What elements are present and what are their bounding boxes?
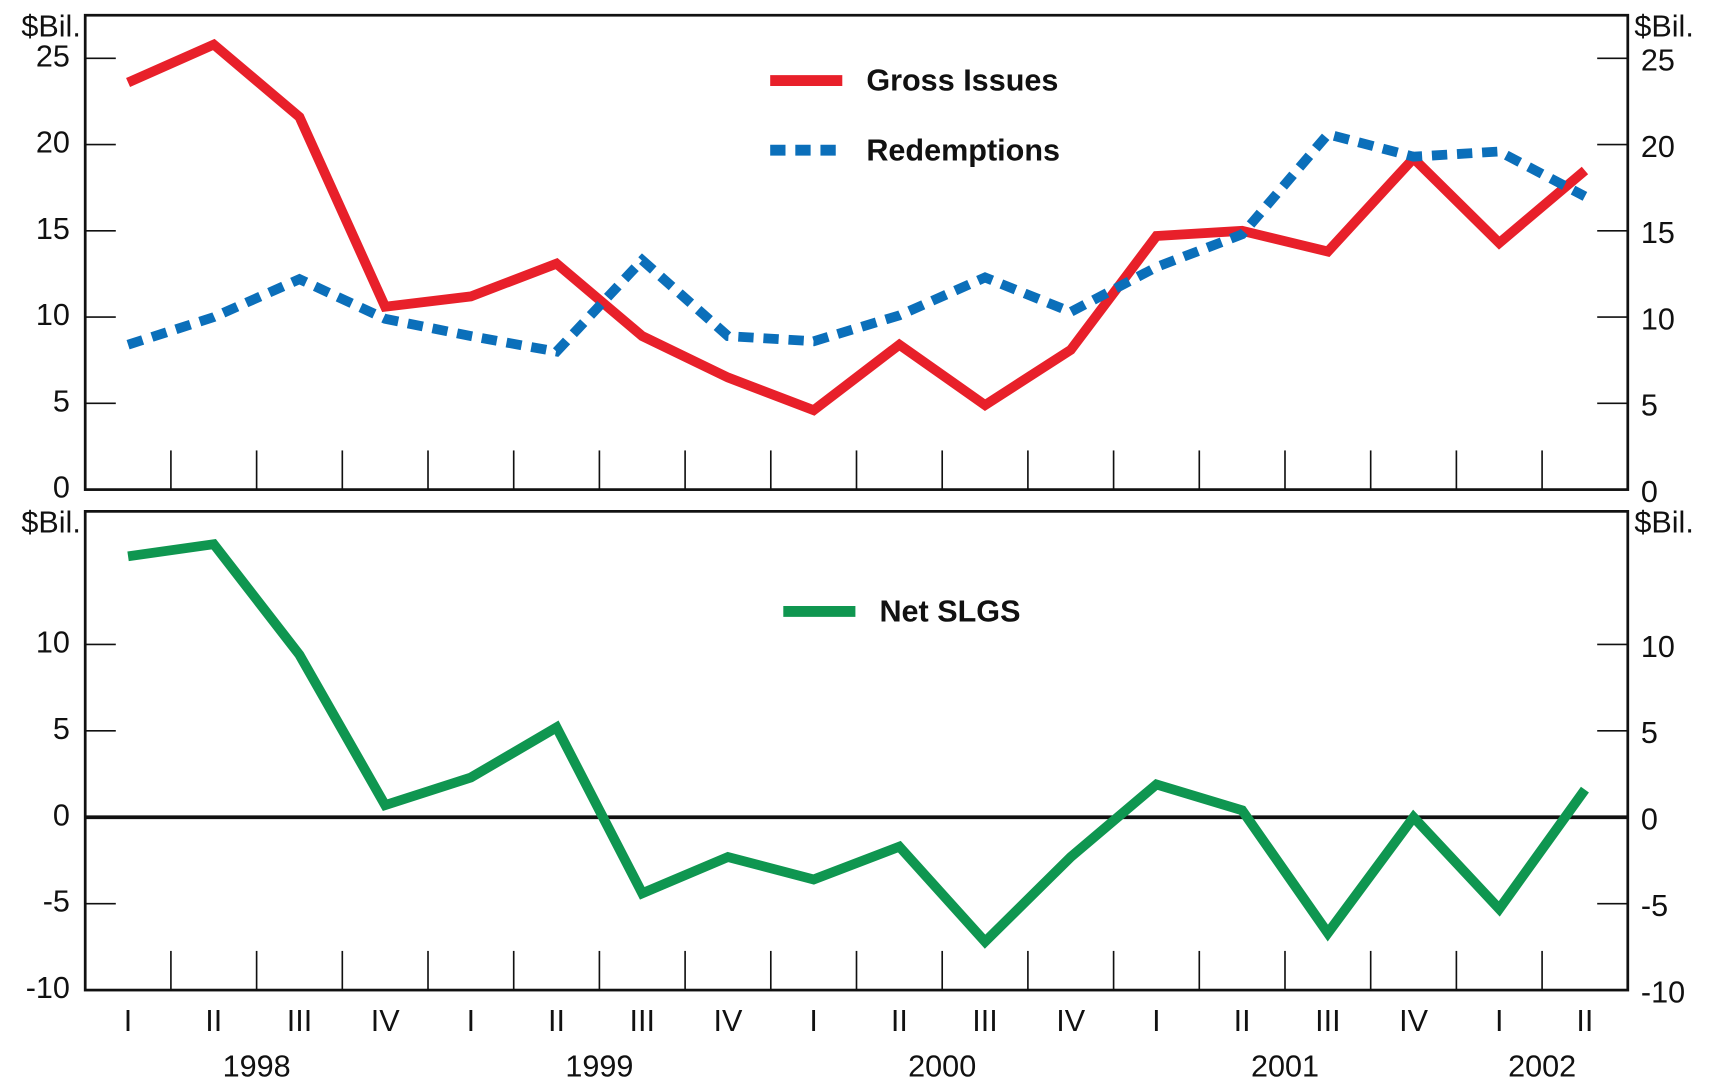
- y-tick-label: -10: [26, 971, 70, 1005]
- x-tick-label: III: [287, 1004, 312, 1038]
- year-label: 2001: [1251, 1050, 1319, 1084]
- y-tick-label: 25: [36, 39, 70, 73]
- x-tick-label: I: [809, 1004, 818, 1038]
- y-tick-label-right: 10: [1641, 303, 1675, 337]
- x-tick-label: II: [891, 1004, 908, 1038]
- y-tick-label-right: -5: [1641, 889, 1668, 923]
- legend-label: Redemptions: [866, 133, 1060, 167]
- year-label: 2000: [908, 1050, 976, 1084]
- plot-frame: [83, 510, 1630, 992]
- x-tick-label: III: [630, 1004, 655, 1038]
- x-tick-label: III: [972, 1004, 997, 1038]
- year-label: 1999: [565, 1050, 633, 1084]
- y-tick-label: 5: [53, 712, 70, 746]
- y-tick-label: -5: [43, 885, 70, 919]
- x-tick-label: IV: [371, 1004, 401, 1038]
- y-tick-label-right: 25: [1641, 44, 1675, 78]
- x-tick-label: II: [1576, 1004, 1593, 1038]
- y-tick-label-right: 0: [1641, 803, 1658, 837]
- x-tick-label: II: [1234, 1004, 1251, 1038]
- legend-label: Net SLGS: [879, 595, 1020, 629]
- y-tick-label: 20: [36, 126, 70, 160]
- y-axis-label-right: $Bil.: [1634, 506, 1693, 540]
- y-axis-label: $Bil.: [21, 506, 80, 540]
- series-line: [127, 538, 1589, 949]
- y-tick-label-right: 20: [1641, 130, 1675, 164]
- y-tick-label-right: -10: [1641, 976, 1685, 1010]
- y-tick-label: 10: [36, 626, 70, 660]
- y-tick-label: 0: [53, 798, 70, 832]
- x-tick-label: III: [1315, 1004, 1340, 1038]
- y-tick-label: 10: [36, 298, 70, 332]
- legend-label: Gross Issues: [866, 64, 1058, 98]
- y-tick-label-right: 10: [1641, 630, 1675, 664]
- series-line: [126, 128, 1588, 357]
- x-tick-label: I: [467, 1004, 476, 1038]
- y-tick-label-right: 0: [1641, 475, 1658, 509]
- plot-frame: [83, 13, 1630, 491]
- year-label: 2002: [1508, 1050, 1576, 1084]
- year-label: 1998: [223, 1050, 291, 1084]
- x-tick-label: II: [548, 1004, 565, 1038]
- x-tick-label: I: [1495, 1004, 1504, 1038]
- x-tick-label: IV: [714, 1004, 744, 1038]
- x-tick-label: II: [205, 1004, 222, 1038]
- y-tick-label: 0: [53, 471, 70, 505]
- y-tick-label: 15: [36, 212, 70, 246]
- y-axis-label: $Bil.: [21, 9, 80, 43]
- y-tick-label-right: 15: [1641, 216, 1675, 250]
- y-tick-label: 5: [53, 384, 70, 418]
- x-tick-label: IV: [1056, 1004, 1086, 1038]
- x-tick-label: I: [124, 1004, 133, 1038]
- series-line: [126, 38, 1589, 416]
- y-tick-label-right: 5: [1641, 716, 1658, 750]
- x-tick-label: I: [1152, 1004, 1161, 1038]
- x-tick-label: IV: [1399, 1004, 1429, 1038]
- y-tick-label-right: 5: [1641, 389, 1658, 423]
- y-axis-label-right: $Bil.: [1634, 9, 1693, 43]
